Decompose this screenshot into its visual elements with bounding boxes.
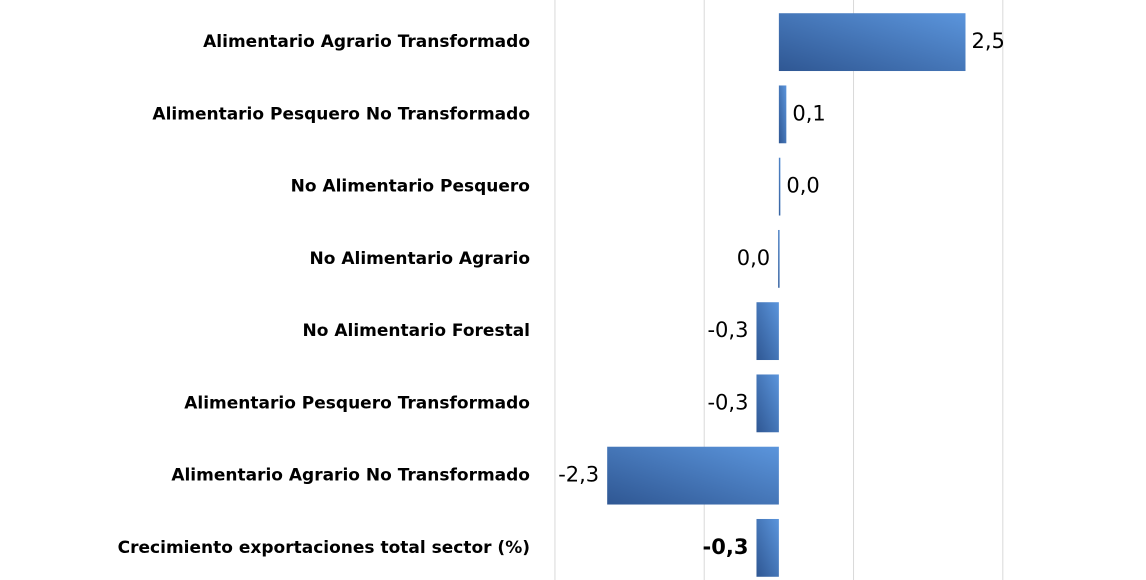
value-label: 2,5 xyxy=(971,29,1004,53)
category-label: Crecimiento exportaciones total sector (… xyxy=(118,538,530,558)
bar xyxy=(756,518,779,577)
value-label: 0,0 xyxy=(786,174,819,198)
bar xyxy=(756,302,779,361)
bar xyxy=(778,13,966,72)
bar xyxy=(778,229,780,288)
value-label: 0,1 xyxy=(792,101,825,125)
value-label: -2,3 xyxy=(558,463,599,487)
category-label: Alimentario Pesquero No Transformado xyxy=(152,104,530,124)
category-label: No Alimentario Agrario xyxy=(310,249,530,269)
value-label: -0,3 xyxy=(703,535,749,559)
bar xyxy=(756,374,779,433)
bar xyxy=(607,446,779,505)
category-label: Alimentario Pesquero Transformado xyxy=(184,393,530,413)
bar xyxy=(778,85,787,144)
category-label: No Alimentario Forestal xyxy=(303,321,530,341)
value-label: -0,3 xyxy=(707,318,748,342)
category-label: Alimentario Agrario No Transformado xyxy=(171,466,530,486)
value-label: -0,3 xyxy=(707,390,748,414)
category-label: No Alimentario Pesquero xyxy=(291,177,530,197)
bar xyxy=(778,157,781,216)
value-label: 0,0 xyxy=(737,246,770,270)
category-label: Alimentario Agrario Transformado xyxy=(203,32,530,52)
